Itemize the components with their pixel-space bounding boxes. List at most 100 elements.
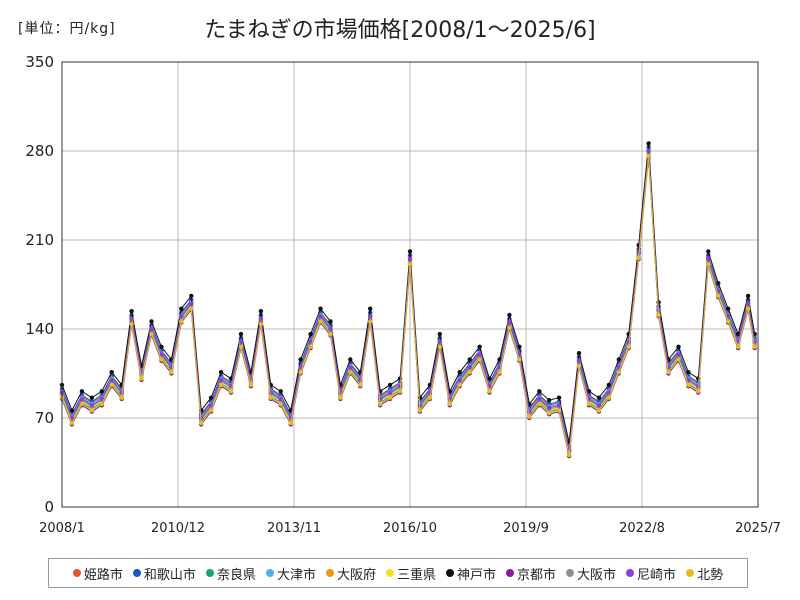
chart-title: たまねぎの市場価格[2008/1～2025/6]	[204, 18, 596, 43]
data-point	[278, 396, 283, 402]
y-tick-label: 70	[35, 409, 54, 427]
data-point	[258, 316, 264, 321]
data-point	[467, 357, 472, 362]
legend-label: 大阪市	[577, 567, 617, 583]
data-point	[646, 148, 651, 154]
legend-label: 京都市	[517, 567, 557, 583]
data-point	[238, 331, 244, 337]
data-point	[407, 262, 413, 267]
data-point	[99, 401, 105, 407]
x-tick-label: 2025/7	[735, 521, 781, 536]
legend-item: 和歌山市	[132, 564, 196, 583]
data-point	[527, 414, 532, 419]
data-point	[99, 389, 105, 394]
data-point	[576, 363, 582, 369]
data-point	[676, 352, 681, 357]
data-point	[79, 396, 85, 402]
y-axis-ticks: 0 70 140 210 280 350	[25, 53, 54, 516]
data-point	[636, 255, 641, 260]
legend-label: 和歌山市	[143, 567, 196, 583]
data-point	[417, 408, 423, 413]
legend-item: 大津市	[265, 564, 316, 583]
legend-label: 神戸市	[457, 567, 497, 583]
data-point	[566, 452, 572, 458]
data-point	[706, 262, 711, 267]
data-point	[616, 370, 621, 375]
data-point	[109, 377, 114, 383]
data-point	[99, 396, 105, 402]
data-point	[676, 344, 681, 349]
data-point	[646, 141, 651, 146]
legend-item: 京都市	[506, 564, 556, 583]
legend-marker	[385, 569, 394, 577]
legend-marker	[566, 569, 575, 577]
legend-label: 三重県	[396, 567, 436, 583]
data-point	[179, 319, 184, 324]
data-point	[726, 319, 731, 324]
data-point	[338, 395, 343, 400]
data-point	[586, 389, 592, 394]
legend-marker	[205, 569, 214, 577]
data-point	[497, 370, 502, 375]
data-point	[169, 370, 174, 375]
data-point	[517, 357, 522, 362]
data-point	[298, 357, 303, 362]
data-point	[537, 396, 542, 402]
data-point	[537, 401, 542, 407]
legend-item: 奈良県	[205, 564, 256, 583]
data-point	[218, 382, 224, 388]
series-line-10	[61, 156, 756, 456]
data-point	[457, 370, 462, 375]
series-line-7	[61, 157, 756, 457]
unit-label: [単位：円/kg]	[18, 21, 116, 37]
data-point	[328, 326, 333, 332]
plot-frame	[61, 61, 759, 508]
data-point	[596, 395, 602, 400]
data-point	[308, 331, 313, 337]
data-point	[89, 395, 95, 400]
data-point	[407, 249, 413, 254]
data-point	[407, 256, 413, 262]
data-point	[735, 331, 741, 337]
data-point	[447, 401, 452, 407]
legend-item: 大阪市	[566, 564, 616, 583]
legend-marker	[72, 569, 81, 577]
data-point	[477, 344, 482, 349]
data-point	[726, 306, 731, 311]
data-point	[735, 344, 741, 349]
data-point	[318, 306, 323, 311]
data-point	[686, 370, 691, 375]
y-tick-label: 350	[25, 53, 54, 71]
data-point	[387, 390, 393, 395]
data-point	[189, 293, 194, 299]
data-point	[189, 306, 194, 311]
data-point	[437, 344, 442, 349]
data-point	[89, 408, 95, 413]
data-point	[149, 331, 154, 337]
data-point	[576, 351, 582, 356]
data-point	[745, 306, 751, 311]
data-point	[487, 389, 492, 394]
legend-item: 北勢	[686, 564, 723, 583]
data-point	[268, 395, 273, 400]
data-point	[517, 344, 522, 349]
data-point	[109, 382, 114, 388]
data-point	[378, 401, 383, 407]
data-point	[208, 395, 214, 400]
x-tick-label: 2022/8	[619, 521, 665, 536]
data-point	[328, 331, 333, 337]
x-tick-label: 2016/10	[383, 521, 437, 536]
data-point	[467, 370, 472, 375]
data-point	[716, 293, 721, 299]
y-tick-label: 140	[25, 320, 54, 338]
legend: 姫路市 和歌山市 奈良県 大津市 大阪府 三重県 神戸市 京都市 大阪市 尼崎市 北勢	[48, 558, 748, 588]
y-tick-label: 210	[25, 231, 54, 249]
data-point	[368, 306, 373, 311]
legend-item: 姫路市	[72, 564, 123, 583]
legend-marker	[265, 569, 274, 577]
data-point	[238, 339, 244, 344]
legend-marker	[446, 569, 454, 577]
data-point	[676, 357, 681, 362]
legend-item: 尼崎市	[626, 564, 676, 583]
